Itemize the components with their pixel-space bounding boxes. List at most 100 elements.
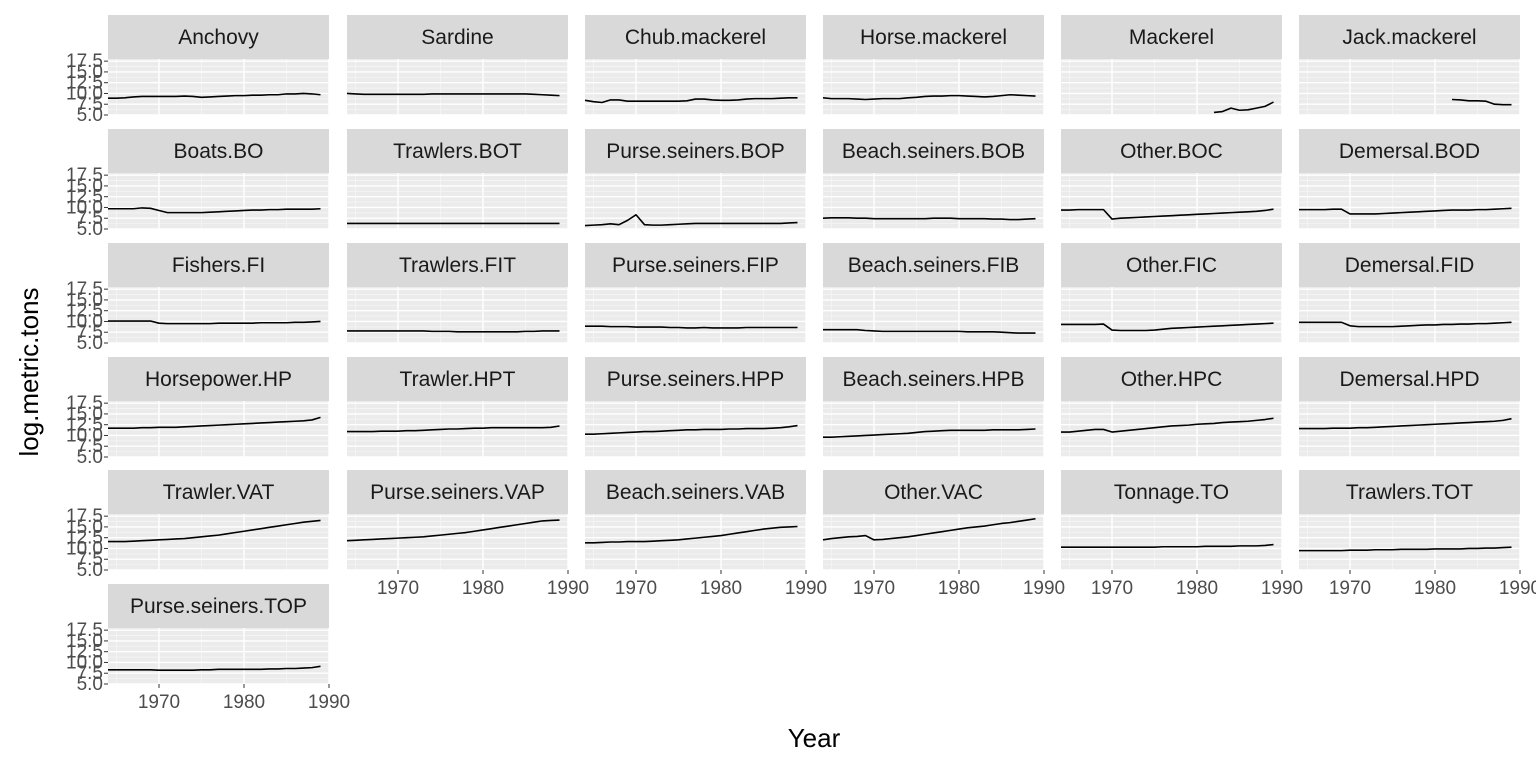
panel-background (585, 59, 806, 115)
facet-strip (823, 243, 1044, 287)
y-tick-label: 12.5 (66, 415, 103, 436)
y-tick-label: 7.5 (77, 208, 103, 229)
series-line-Horse.mackerel (822, 93, 1036, 101)
facet-strip (347, 470, 568, 514)
series-line-Boats.BO (108, 207, 321, 214)
facet-strip-label: Mackerel (1129, 26, 1214, 49)
facet-strip (1061, 15, 1282, 59)
panel-background (585, 173, 806, 229)
facet-strip (347, 243, 568, 287)
facet-strip-label: Trawler.VAT (163, 481, 275, 504)
x-tick-label: 1970 (138, 692, 180, 713)
panel-background (347, 287, 568, 343)
y-tick-label: 17.5 (66, 620, 103, 641)
facet-strip-label: Trawler.HPT (400, 368, 516, 391)
y-tick-label: 15.0 (66, 517, 103, 538)
facet-strip-label: Horsepower.HP (145, 368, 292, 391)
facet-Demersal.BOD: Demersal.BOD (1299, 129, 1521, 230)
x-tick-label: 1970 (615, 578, 657, 599)
panel-background (823, 173, 1044, 229)
panel-background (1061, 173, 1282, 229)
facet-strip-label: Beach.seiners.VAB (606, 481, 785, 504)
facet-strip-label: Trawlers.FIT (399, 254, 516, 277)
panel-background (347, 59, 568, 115)
x-tick-label: 1980 (223, 692, 265, 713)
y-tick-label: 7.5 (77, 94, 103, 115)
facet-strip (108, 357, 329, 401)
x-axis-title: Year (788, 723, 841, 753)
facet-strip-label: Fishers.FI (172, 254, 265, 277)
facet-Beach.seiners.BOB: Beach.seiners.BOB (822, 129, 1045, 230)
x-tick-label: 1990 (547, 578, 589, 599)
facet-strip-label: Other.BOC (1120, 140, 1223, 163)
y-tick-label: 15.0 (66, 176, 103, 197)
x-tick-label: 1970 (1329, 578, 1371, 599)
facet-Demersal.FID: Demersal.FID (1299, 243, 1521, 344)
facet-strip-label: Other.FIC (1126, 254, 1217, 277)
series-line-Other.HPC (1061, 417, 1274, 433)
y-tick-label: 7.5 (77, 436, 103, 457)
facet-Mackerel: Mackerel (1061, 15, 1283, 116)
facet-strip-label: Demersal.BOD (1339, 140, 1480, 163)
y-tick-label: 17.5 (66, 279, 103, 300)
series-line-Demersal.FID (1299, 321, 1512, 328)
facet-strip (108, 129, 329, 173)
panel-background (1061, 287, 1282, 343)
y-tick-label: 10.0 (66, 652, 103, 673)
facet-strip (108, 470, 329, 514)
facet-strip (585, 129, 806, 173)
panel-background (823, 401, 1044, 457)
facet-Demersal.HPD: Demersal.HPD (1299, 357, 1521, 458)
facet-strip-label: Tonnage.TO (1114, 481, 1229, 504)
panel-background (108, 401, 329, 457)
facet-strip (347, 357, 568, 401)
series-line-Mackerel (1213, 101, 1274, 114)
panel-background (823, 59, 1044, 115)
x-tick-label: 1980 (462, 578, 504, 599)
facet-strip-label: Sardine (421, 26, 493, 49)
facet-strip (823, 470, 1044, 514)
x-tick-label: 1970 (853, 578, 895, 599)
series-line-Purse.seiners.BOP (584, 213, 798, 227)
facet-strip-label: Horse.mackerel (860, 26, 1007, 49)
facet-Anchovy: Anchovy 5.07.510.012.515.017.5 (66, 15, 330, 126)
x-tick-label: 1990 (785, 578, 827, 599)
facet-Purse.seiners.VAP: Purse.seiners.VAP 1970 1980 1990 (346, 470, 589, 599)
series-line-Fishers.FI (108, 320, 321, 325)
facet-Trawler.HPT: Trawler.HPT (347, 357, 569, 458)
facet-Boats.BO: Boats.BO 5.07.510.012.515.017.5 (66, 129, 330, 240)
y-axis-title: log.metric.tons (14, 287, 44, 456)
y-tick-label: 5.0 (77, 674, 103, 695)
y-tick-label: 5.0 (77, 105, 103, 126)
x-tick-label: 1970 (377, 578, 419, 599)
panel-background (347, 173, 568, 229)
series-line-Other.VAC (822, 517, 1036, 541)
facet-strip (108, 584, 329, 628)
facet-strip (1299, 357, 1520, 401)
facet-strip-label: Trawlers.TOT (1346, 481, 1473, 504)
facet-strip-label: Boats.BO (174, 140, 264, 163)
facet-strip (1061, 470, 1282, 514)
facet-Purse.seiners.HPP: Purse.seiners.HPP (585, 357, 807, 458)
facet-strip (1299, 129, 1520, 173)
series-line-Trawlers.TOT (1299, 546, 1512, 552)
facet-Beach.seiners.FIB: Beach.seiners.FIB (823, 243, 1045, 344)
y-tick-label: 17.5 (66, 393, 103, 414)
facet-Purse.seiners.BOP: Purse.seiners.BOP (584, 129, 807, 230)
facet-strip-label: Beach.seiners.HPB (842, 368, 1024, 391)
y-tick-label: 5.0 (77, 447, 103, 468)
y-tick-label: 7.5 (77, 663, 103, 684)
facet-Other.FIC: Other.FIC (1061, 243, 1283, 344)
series-line-Jack.mackerel (1451, 98, 1512, 106)
y-tick-label: 15.0 (66, 290, 103, 311)
x-tick-label: 1980 (700, 578, 742, 599)
facet-strip-label: Trawlers.BOT (393, 140, 522, 163)
facet-strip-label: Other.VAC (884, 481, 983, 504)
series-line-Purse.seiners.TOP (108, 665, 321, 672)
facet-strip (1299, 243, 1520, 287)
panel-background (823, 287, 1044, 343)
facet-strip (823, 15, 1044, 59)
facet-Trawlers.BOT: Trawlers.BOT (347, 129, 569, 230)
y-tick-label: 10.0 (66, 311, 103, 332)
